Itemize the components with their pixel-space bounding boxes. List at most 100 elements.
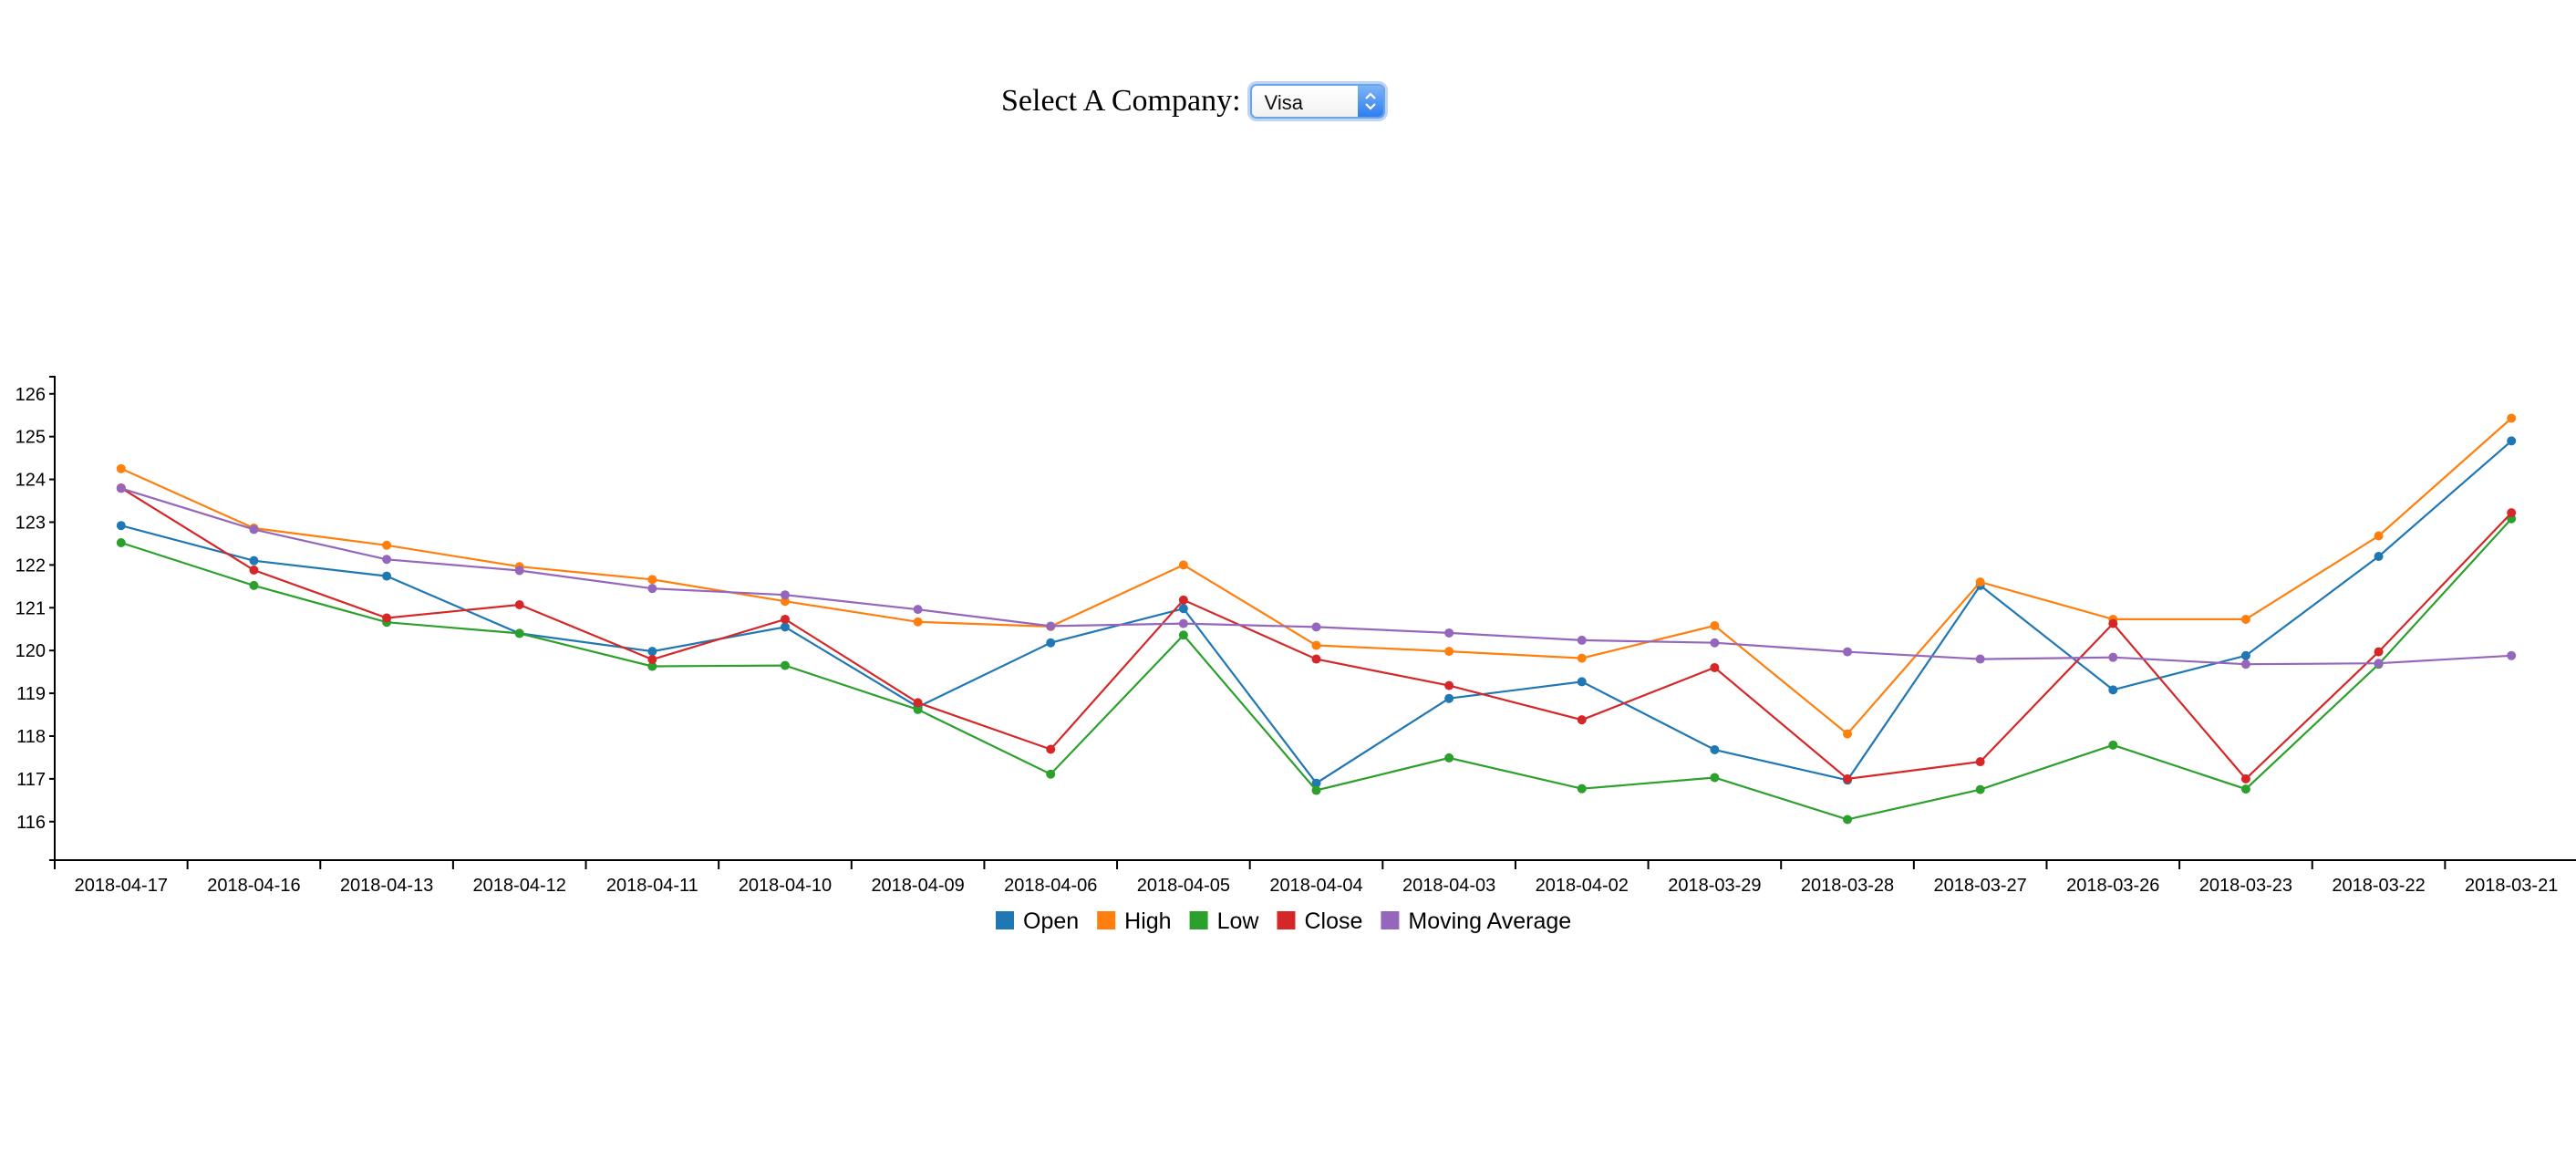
data-point[interactable] xyxy=(780,614,790,624)
data-point[interactable] xyxy=(1577,715,1587,725)
data-point[interactable] xyxy=(2374,531,2384,541)
data-point[interactable] xyxy=(1444,647,1454,657)
company-select[interactable]: Visa xyxy=(1249,84,1385,119)
data-point[interactable] xyxy=(1311,640,1321,650)
data-point[interactable] xyxy=(116,537,126,547)
data-point[interactable] xyxy=(1710,620,1720,630)
data-point[interactable] xyxy=(1710,744,1720,754)
data-point[interactable] xyxy=(780,660,790,670)
data-point[interactable] xyxy=(1710,638,1720,648)
data-point[interactable] xyxy=(249,580,259,590)
x-tick-label: 2018-04-06 xyxy=(1004,876,1097,896)
x-tick-label: 2018-04-04 xyxy=(1269,876,1362,896)
series-open xyxy=(116,436,2517,788)
data-point[interactable] xyxy=(1577,653,1587,663)
data-point[interactable] xyxy=(1046,638,1056,648)
legend-item[interactable]: Low xyxy=(1189,908,1260,934)
data-point[interactable] xyxy=(1577,677,1587,687)
data-point[interactable] xyxy=(2374,647,2384,657)
data-point[interactable] xyxy=(1975,654,1985,664)
company-select-value: Visa xyxy=(1264,91,1303,114)
legend-label: Moving Average xyxy=(1408,908,1571,934)
data-point[interactable] xyxy=(2240,650,2250,660)
data-point[interactable] xyxy=(1444,628,1454,638)
data-point[interactable] xyxy=(1444,693,1454,703)
data-point[interactable] xyxy=(2374,659,2384,669)
data-point[interactable] xyxy=(913,617,923,627)
data-point[interactable] xyxy=(1710,662,1720,672)
data-point[interactable] xyxy=(514,566,524,576)
data-point[interactable] xyxy=(116,521,126,531)
data-point[interactable] xyxy=(2108,618,2118,628)
data-point[interactable] xyxy=(780,622,790,632)
legend-item[interactable]: Close xyxy=(1277,908,1362,934)
data-point[interactable] xyxy=(1311,778,1321,788)
data-point[interactable] xyxy=(1843,773,1853,784)
data-point[interactable] xyxy=(116,463,126,473)
data-point[interactable] xyxy=(382,613,392,623)
data-point[interactable] xyxy=(1444,753,1454,763)
data-point[interactable] xyxy=(913,704,923,714)
y-tick-label: 125 xyxy=(16,428,46,448)
data-point[interactable] xyxy=(514,628,524,638)
data-point[interactable] xyxy=(2240,773,2250,784)
data-point[interactable] xyxy=(382,571,392,581)
data-point[interactable] xyxy=(514,599,524,609)
x-axis-line xyxy=(54,859,2576,866)
x-tick-label: 2018-04-02 xyxy=(1536,876,1629,896)
data-point[interactable] xyxy=(249,566,259,575)
data-point[interactable] xyxy=(249,524,259,535)
data-point[interactable] xyxy=(249,555,259,566)
up-down-chevron-icon[interactable] xyxy=(1357,86,1383,117)
data-point[interactable] xyxy=(1843,815,1853,825)
legend-item[interactable]: Moving Average xyxy=(1381,908,1571,934)
data-point[interactable] xyxy=(2507,508,2517,518)
data-point[interactable] xyxy=(1311,785,1321,795)
data-point[interactable] xyxy=(2507,413,2517,423)
data-point[interactable] xyxy=(780,590,790,600)
data-point[interactable] xyxy=(2507,650,2517,660)
data-point[interactable] xyxy=(1577,784,1587,794)
data-point[interactable] xyxy=(1843,729,1853,739)
data-point[interactable] xyxy=(1975,757,1985,767)
data-point[interactable] xyxy=(647,584,657,594)
data-point[interactable] xyxy=(2240,784,2250,794)
series-moving-average xyxy=(116,483,2517,670)
data-point[interactable] xyxy=(1178,618,1188,628)
data-point[interactable] xyxy=(2108,740,2118,750)
data-point[interactable] xyxy=(1311,654,1321,664)
data-point[interactable] xyxy=(647,661,657,671)
data-point[interactable] xyxy=(2507,436,2517,446)
data-point[interactable] xyxy=(2240,614,2250,624)
data-point[interactable] xyxy=(382,555,392,565)
data-point[interactable] xyxy=(1046,744,1056,754)
data-point[interactable] xyxy=(1178,560,1188,570)
data-point[interactable] xyxy=(116,483,126,493)
data-point[interactable] xyxy=(382,540,392,550)
data-point[interactable] xyxy=(1444,680,1454,690)
legend-item[interactable]: High xyxy=(1097,908,1172,934)
data-point[interactable] xyxy=(647,575,657,585)
data-point[interactable] xyxy=(1975,577,1985,587)
data-point[interactable] xyxy=(1311,622,1321,632)
data-point[interactable] xyxy=(2374,551,2384,561)
data-point[interactable] xyxy=(647,655,657,665)
data-point[interactable] xyxy=(1178,595,1188,605)
data-point[interactable] xyxy=(1046,621,1056,631)
data-point[interactable] xyxy=(913,698,923,708)
data-point[interactable] xyxy=(913,605,923,615)
data-point[interactable] xyxy=(2108,652,2118,662)
data-point[interactable] xyxy=(647,647,657,657)
data-point[interactable] xyxy=(1843,647,1853,657)
data-point[interactable] xyxy=(2108,685,2118,695)
data-point[interactable] xyxy=(1178,604,1188,614)
data-point[interactable] xyxy=(1046,769,1056,779)
data-point[interactable] xyxy=(2240,659,2250,670)
data-point[interactable] xyxy=(780,597,790,607)
data-point[interactable] xyxy=(1975,784,1985,794)
data-point[interactable] xyxy=(1710,773,1720,783)
series-line xyxy=(120,487,2512,666)
data-point[interactable] xyxy=(1178,630,1188,640)
data-point[interactable] xyxy=(1577,635,1587,645)
legend-item[interactable]: Open xyxy=(996,908,1079,934)
